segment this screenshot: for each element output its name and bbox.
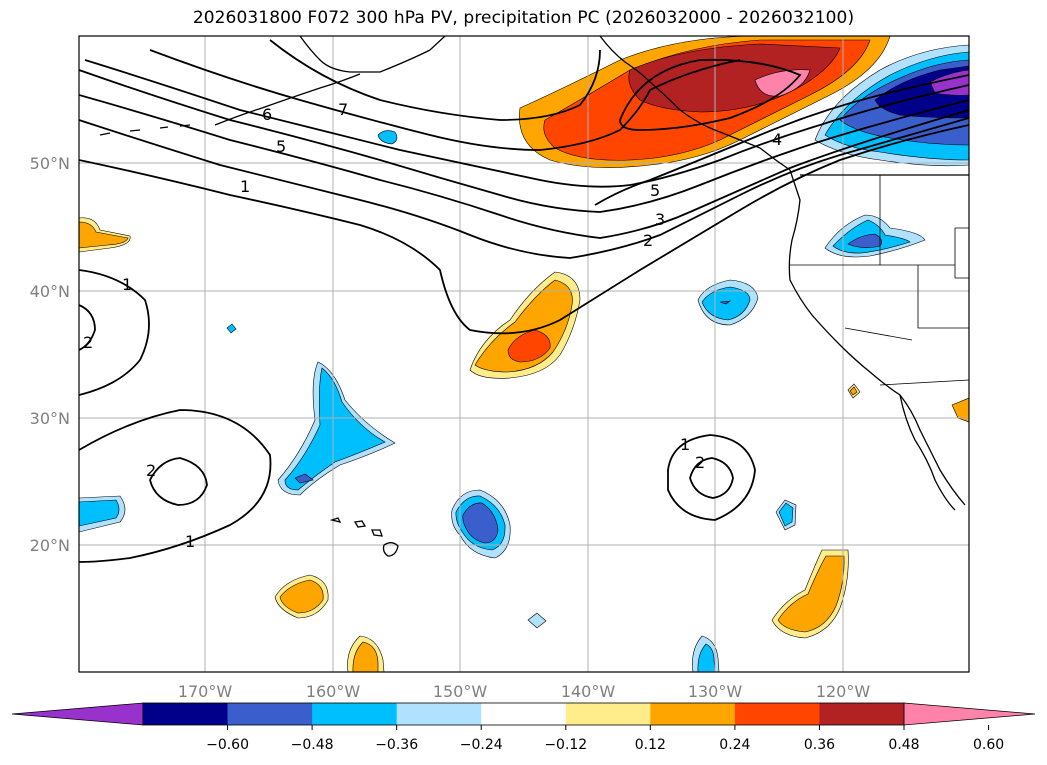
- contour-label: 1: [122, 275, 132, 294]
- lon-label-150w: 150°W: [433, 682, 488, 701]
- lon-label-120w: 120°W: [816, 682, 871, 701]
- colorbar-tick-label: 0.48: [888, 737, 919, 753]
- lon-label-160w: 160°W: [306, 682, 361, 701]
- lon-label-130w: 130°W: [688, 682, 743, 701]
- colorbar-tick-label: 0.36: [804, 737, 835, 753]
- contour-label: 1: [680, 435, 690, 454]
- coastlines: [99, 36, 969, 557]
- colorbar-tick-label: 0.60: [973, 737, 1004, 753]
- colorbar-cell: [734, 703, 820, 725]
- precip-shading: [79, 36, 969, 672]
- pv-contours: [79, 39, 969, 563]
- colorbar-cell: [143, 703, 229, 725]
- lat-label-40n: 40°N: [30, 282, 70, 301]
- colorbar: −0.60 −0.48 −0.36 −0.24 −0.12 0.12 0.24 0.36 0.4…: [11, 702, 1036, 753]
- colorbar-left-extension: [11, 702, 144, 726]
- gridlines: [79, 36, 969, 672]
- lon-label-140w: 140°W: [561, 682, 616, 701]
- colorbar-tick-label: −0.48: [291, 737, 334, 753]
- contour-label: 1: [240, 177, 250, 196]
- contour-label: 1: [185, 532, 195, 551]
- colorbar-right-extension: [903, 702, 1036, 726]
- contour-label: 2: [83, 333, 93, 352]
- colorbar-tick-label: −0.60: [206, 737, 249, 753]
- lon-label-170w: 170°W: [178, 682, 233, 701]
- colorbar-cell: [565, 703, 651, 725]
- contour-label: 2: [695, 453, 705, 472]
- contour-label: 4: [772, 130, 782, 149]
- colorbar-tick-label: 0.24: [719, 737, 750, 753]
- colorbar-cell: [819, 703, 905, 725]
- colorbar-cell: [481, 703, 567, 725]
- chart-title: 2026031800 F072 300 hPa PV, precipitatio…: [192, 8, 855, 28]
- colorbar-tick-label: 0.12: [635, 737, 666, 753]
- colorbar-tick-label: −0.36: [375, 737, 418, 753]
- contour-label: 7: [338, 100, 348, 119]
- latitude-labels: 50°N 40°N 30°N 20°N: [30, 154, 70, 555]
- contour-label: 2: [643, 231, 653, 250]
- colorbar-cell: [227, 703, 313, 725]
- colorbar-cell: [650, 703, 736, 725]
- colorbar-cell: [312, 703, 398, 725]
- colorbar-frame: [142, 702, 905, 726]
- lat-label-50n: 50°N: [30, 154, 70, 173]
- longitude-labels: 170°W 160°W 150°W 140°W 130°W 120°W: [178, 682, 871, 701]
- lat-label-20n: 20°N: [30, 536, 70, 555]
- contour-label: 6: [262, 105, 272, 124]
- colorbar-tick-label: −0.24: [460, 737, 503, 753]
- colorbar-tick-label: −0.12: [544, 737, 587, 753]
- contour-labels: 1 1 1 1 2 2 2 2 3 4 5 5 6 7: [83, 100, 782, 551]
- lat-label-30n: 30°N: [30, 409, 70, 428]
- contour-label: 5: [650, 181, 660, 200]
- contour-label: 3: [655, 210, 665, 229]
- map-frame: [78, 35, 970, 673]
- contour-label: 5: [276, 137, 286, 156]
- colorbar-cell: [396, 703, 482, 725]
- contour-label: 2: [146, 461, 156, 480]
